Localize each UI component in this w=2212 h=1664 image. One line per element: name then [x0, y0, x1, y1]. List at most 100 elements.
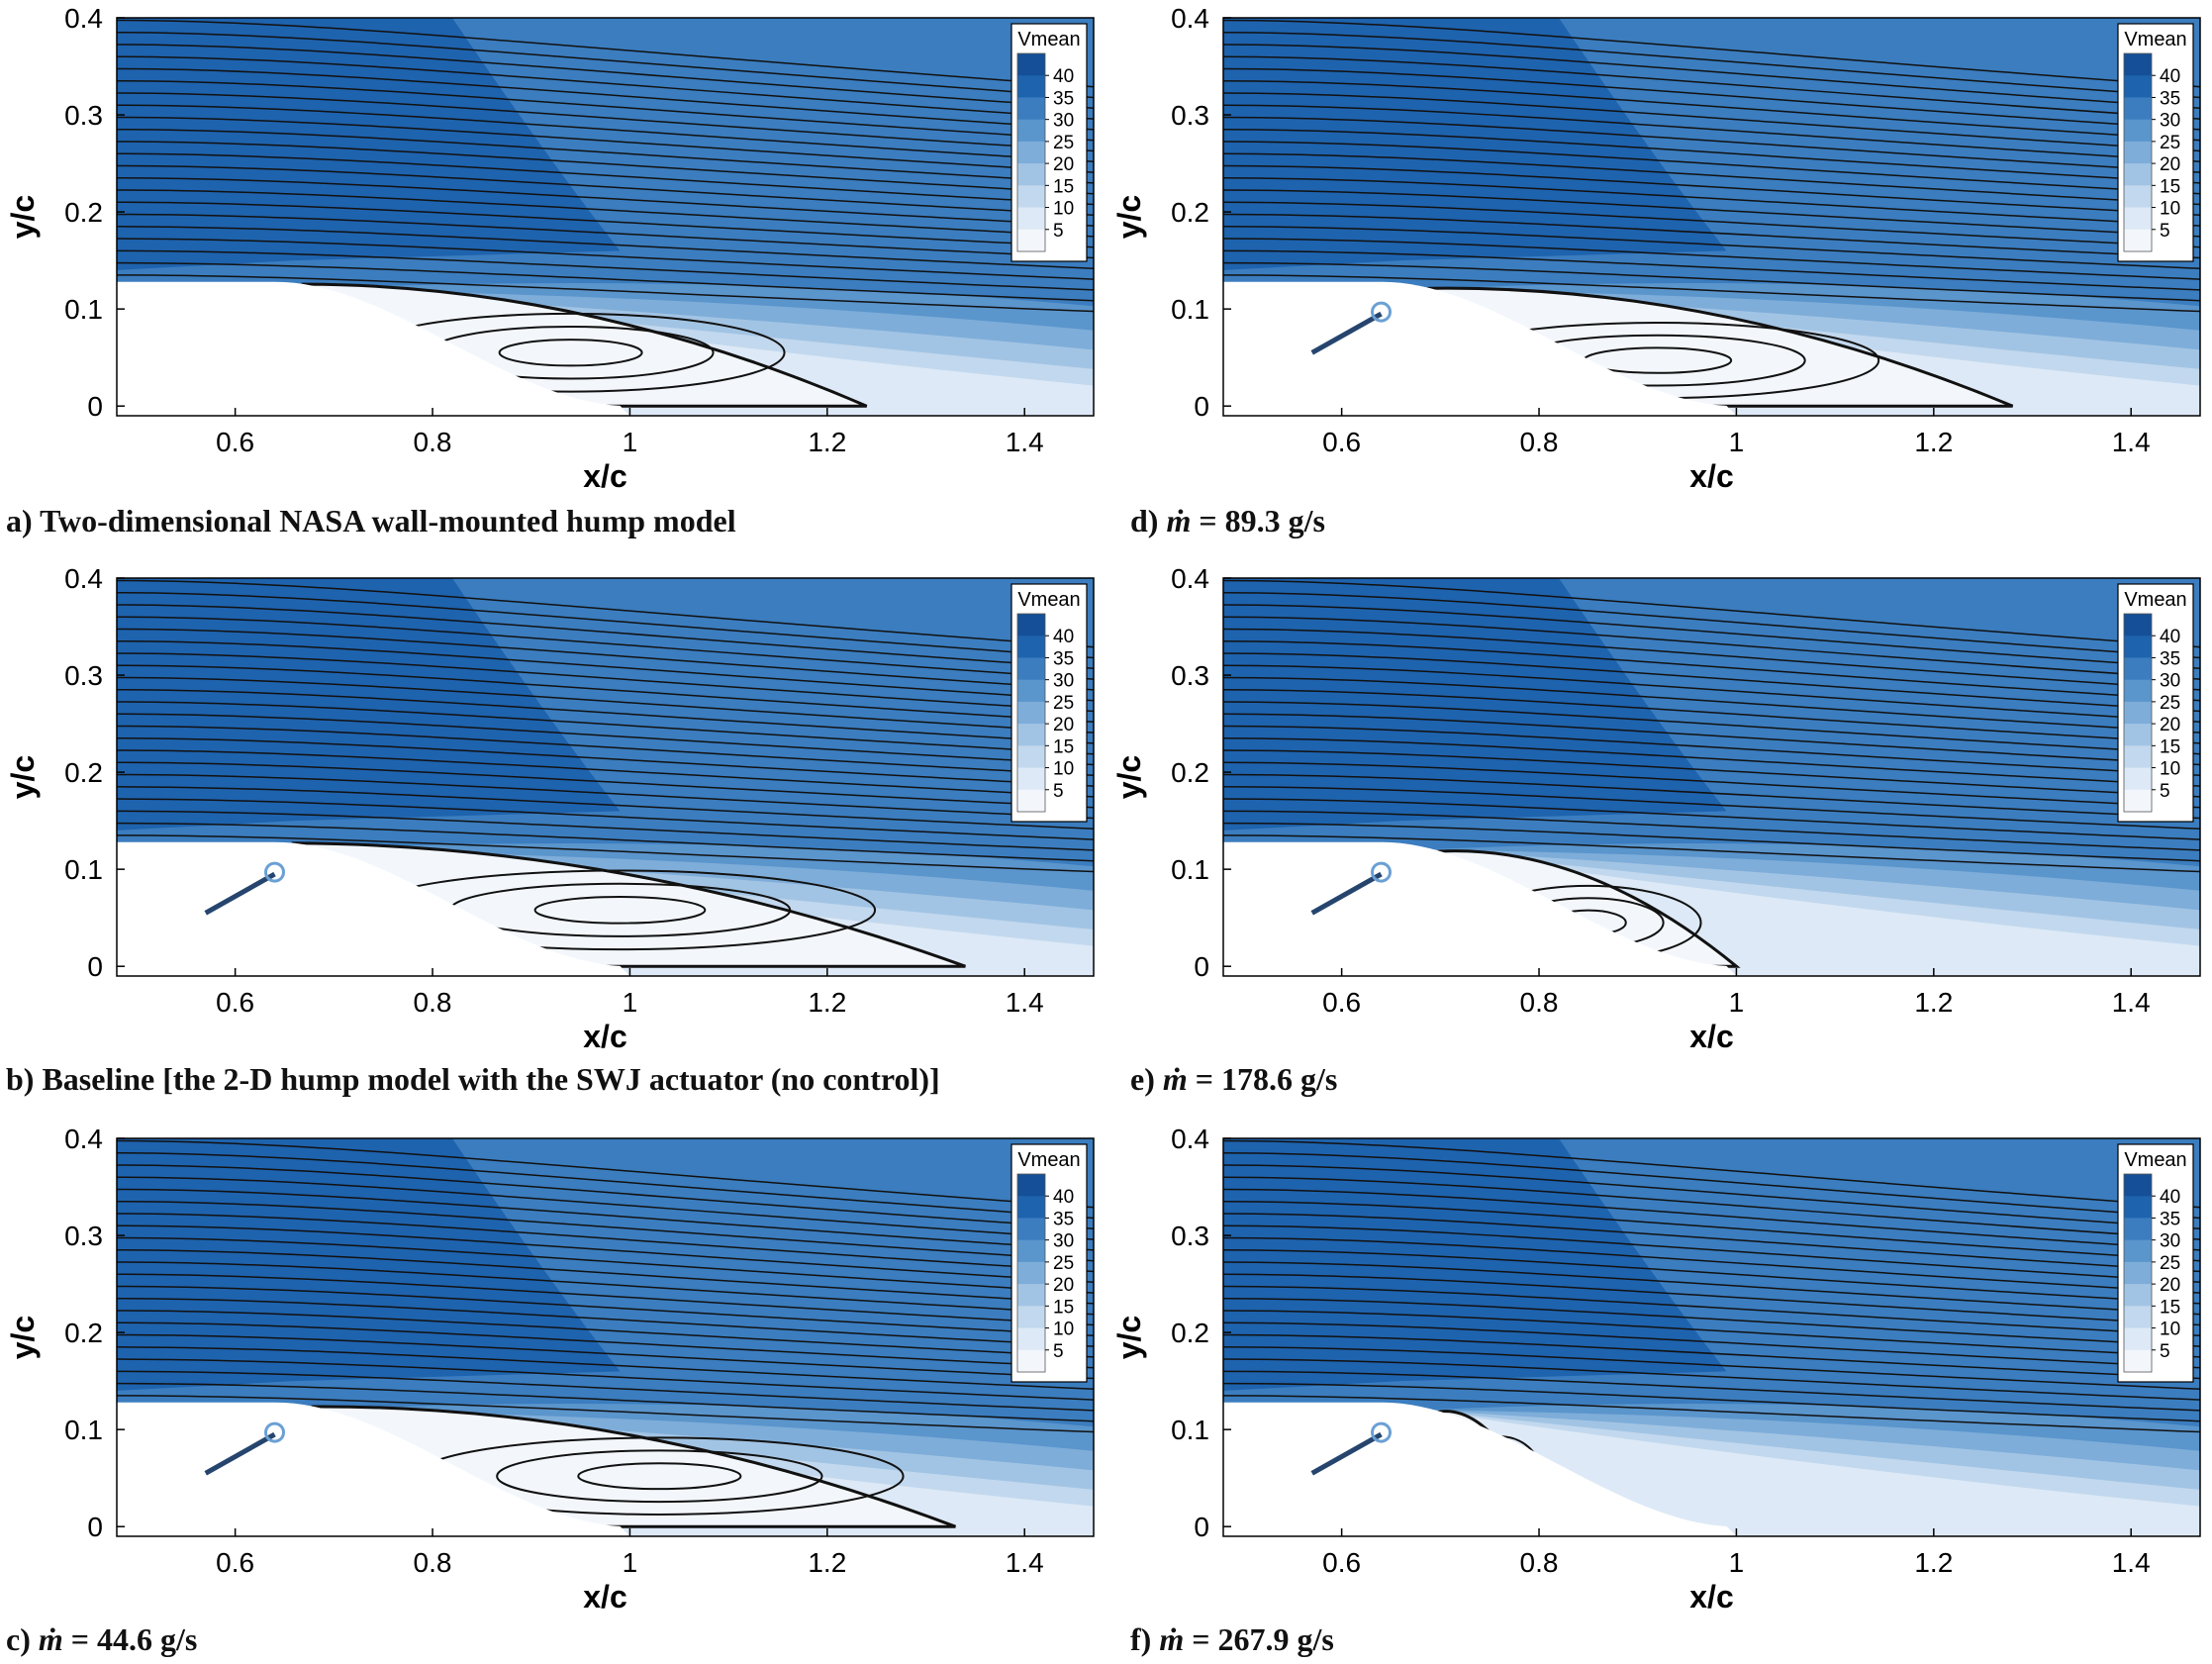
legend-swatch	[1017, 1174, 1045, 1197]
y-tick-label: 0.2	[64, 757, 103, 788]
legend-swatch	[2124, 1196, 2152, 1219]
legend-swatch	[1017, 657, 1045, 681]
legend-level-label: 40	[1053, 66, 1074, 87]
streamline	[1223, 1249, 2200, 1305]
streamline	[117, 44, 1094, 110]
streamline	[117, 1382, 1094, 1422]
streamline	[117, 1151, 1094, 1220]
y-tick-label: 0.4	[64, 563, 103, 594]
y-axis-label: y/c	[5, 755, 41, 799]
streamline	[1223, 1370, 2200, 1412]
y-tick-label: 0.1	[64, 294, 103, 325]
streamline	[1223, 31, 2200, 99]
legend-swatch	[2124, 185, 2152, 209]
y-tick-label: 0	[87, 951, 103, 982]
legend-swatch	[2124, 679, 2152, 703]
x-axis-label: x/c	[583, 458, 626, 494]
legend-swatch	[1017, 1327, 1045, 1351]
y-tick-label: 0.4	[1171, 563, 1209, 594]
streamline	[1223, 104, 2200, 163]
legend-level-label: 5	[2160, 781, 2170, 802]
streamline	[1223, 1151, 2200, 1220]
legend-swatch	[1017, 229, 1045, 252]
legend-swatch	[2124, 229, 2152, 252]
contour-plot-f: 0.6 0.8 1 1.2 1.400.10.20.30.4x/cy/cVmean403…	[1111, 1124, 2201, 1615]
legend-swatch	[2124, 97, 2152, 121]
streamline	[117, 1273, 1094, 1326]
y-tick-label: 0.1	[1171, 1415, 1209, 1445]
x-tick-label: 0.6	[216, 1547, 254, 1578]
streamline	[117, 1188, 1094, 1251]
legend-swatch	[2124, 119, 2152, 143]
legend-level-label: 30	[2160, 671, 2180, 692]
streamline	[117, 92, 1094, 152]
streamline	[1223, 1395, 2200, 1433]
legend-level-label: 15	[2160, 176, 2180, 197]
plot-frame	[116, 1137, 1095, 1537]
y-tick-label: 0.3	[1171, 100, 1209, 131]
legend-swatch	[1017, 789, 1045, 813]
x-tick-label: 1	[1729, 987, 1745, 1018]
streamline	[1223, 1200, 2200, 1262]
streamline	[117, 1333, 1094, 1380]
streamline	[1223, 834, 2200, 873]
swj-actuator-duct	[1310, 871, 1383, 916]
x-tick-label: 1.2	[808, 987, 846, 1018]
caption-d: d) ṁ = 89.3 g/s	[1130, 503, 1325, 538]
legend-level-label: 35	[1053, 88, 1074, 109]
y-tick-label: 0	[1194, 391, 1209, 422]
streamline	[1223, 652, 2200, 713]
panel-c: 0.6 0.8 1 1.2 1.4 0 0.1 0.2 0.3 0.4 x/c y/c Vmean 40 3…	[0, 1121, 1106, 1664]
streamline	[1223, 725, 2200, 777]
legend-level-label: 15	[1053, 176, 1074, 197]
legend-level-label: 15	[1053, 736, 1074, 757]
streamline	[1223, 238, 2200, 280]
legend-level-label: 10	[2160, 1320, 2180, 1340]
legend-level-label: 40	[2160, 627, 2180, 647]
y-tick-label: 0.4	[1171, 3, 1209, 34]
streamline	[1223, 189, 2200, 238]
streamline	[1223, 761, 2200, 809]
streamline	[1223, 92, 2200, 152]
streamline	[1223, 773, 2200, 820]
panel-e: 0.6 0.8 1 1.2 1.4 0 0.1 0.2 0.3 0.4 x/c y/c Vmean 40 3…	[1106, 560, 2212, 1115]
legend-level-label: 25	[2160, 133, 2180, 153]
legend-swatch	[2124, 75, 2152, 98]
streamline	[117, 129, 1094, 184]
field-high	[117, 578, 621, 831]
x-tick-label: 0.6	[1322, 1547, 1361, 1578]
legend-level-label: 5	[2160, 1341, 2170, 1362]
legend-level-label: 35	[1053, 1209, 1074, 1229]
x-tick-label: 0.8	[414, 987, 452, 1018]
streamline	[117, 628, 1094, 691]
legend-swatch	[2124, 767, 2152, 791]
streamline	[117, 116, 1094, 173]
legend-level-label: 35	[1053, 648, 1074, 669]
hump-body	[1223, 841, 1737, 976]
streamline	[117, 238, 1094, 280]
swj-actuator-duct	[204, 871, 276, 916]
streamline	[1223, 664, 2200, 724]
streamline	[117, 189, 1094, 238]
legend-swatch	[2124, 1284, 2152, 1307]
legend-title: Vmean	[2124, 29, 2186, 50]
caption-f: f) ṁ = 267.9 g/s	[1130, 1621, 1334, 1657]
streamline	[1223, 116, 2200, 173]
x-tick-label: 0.6	[1322, 427, 1361, 457]
legend-colorbar-frame	[2123, 613, 2153, 813]
contour-plot-a: 0.6 0.8 1 1.2 1.400.10.20.30.4x/cy/cVmean403…	[5, 3, 1095, 494]
streamline	[1223, 213, 2200, 259]
y-tick-label: 0.4	[64, 3, 103, 34]
legend-swatch	[1017, 97, 1045, 121]
swj-actuator-outlet	[264, 861, 286, 883]
legend-swatch	[1017, 1196, 1045, 1219]
legend-swatch	[2124, 657, 2152, 681]
field-high	[117, 18, 621, 270]
x-tick-label: 1.4	[1006, 987, 1044, 1018]
plot-frame	[1222, 577, 2201, 977]
legend-level-label: 30	[2160, 1231, 2180, 1252]
legend-swatch	[1017, 701, 1045, 725]
hump-body	[117, 841, 630, 976]
